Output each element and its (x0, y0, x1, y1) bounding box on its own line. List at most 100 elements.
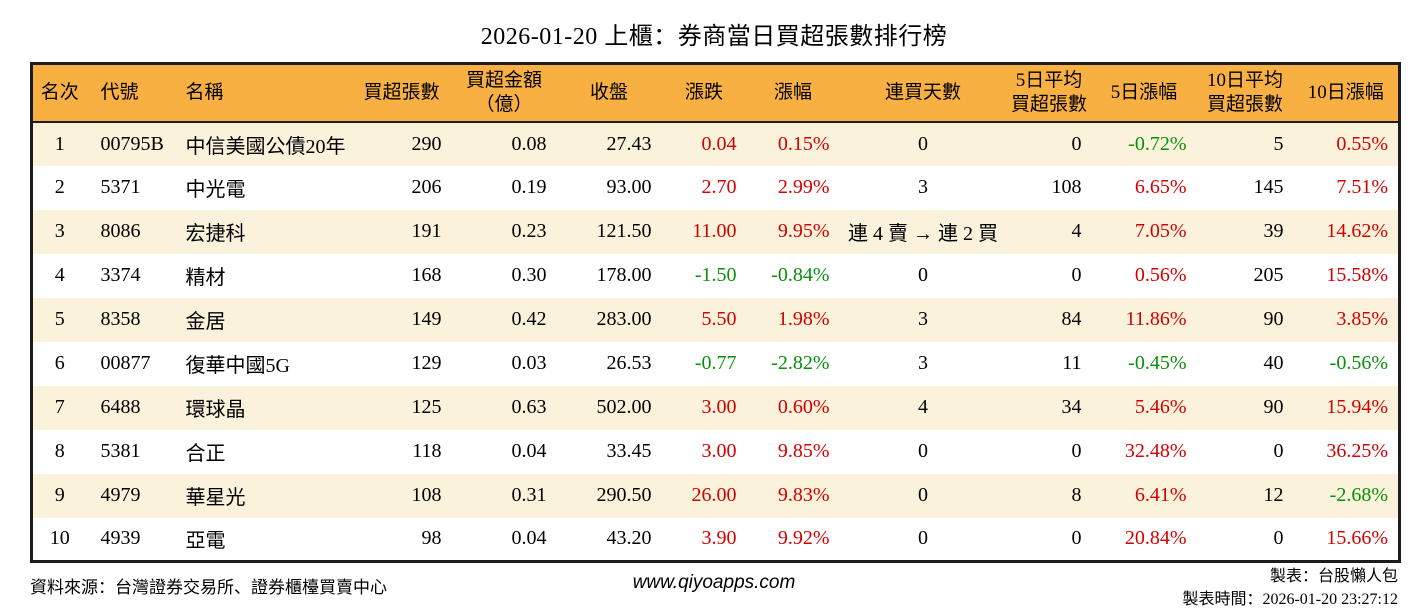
cell-shares: 149 (411, 308, 442, 330)
cell-amount: 0.04 (511, 527, 547, 550)
cell-change_pct: -2.82% (771, 352, 830, 374)
cell-pct5: 0.56% (1134, 264, 1187, 286)
col-header-name: 名稱 (171, 63, 352, 123)
table-row: 5 8358 金居 149 0.42 283.00 5.50 1.98% 3 84 11.86% 90… (31, 297, 1400, 342)
cell-streak: 連 4 賣 → 連 2 買 (848, 223, 998, 245)
cell-name: 亞電 (185, 530, 226, 553)
cell-name: 中信美國公債20年 (185, 135, 346, 158)
cell-close: 27.43 (606, 132, 652, 155)
cell-change: 5.50 (701, 308, 737, 330)
cell-avg5: 0 (1071, 440, 1082, 462)
cell-avg5: 0 (1071, 264, 1082, 286)
cell-streak: 0 (918, 527, 928, 550)
cell-change_pct: -0.84% (771, 264, 830, 286)
cell-code: 5371 (100, 176, 141, 198)
cell-streak: 3 (918, 308, 928, 330)
table-row: 1 00795B 中信美國公債20年 290 0.08 27.43 0.04 0.15% 0 0 -… (31, 121, 1400, 166)
cell-pct10: 7.51% (1336, 176, 1388, 198)
cell-code: 00795B (100, 132, 164, 155)
table-row: 8 5381 合正 118 0.04 33.45 3.00 9.85% 0 0 32.48% 0 36.… (31, 429, 1400, 474)
cell-avg5: 84 (1061, 308, 1082, 330)
cell-streak: 4 (918, 396, 928, 418)
cell-close: 121.50 (596, 220, 652, 242)
cell-change_pct: 0.60% (777, 396, 830, 418)
cell-code: 6488 (100, 396, 141, 418)
cell-close: 43.20 (606, 527, 652, 550)
cell-avg10: 0 (1273, 440, 1284, 462)
cell-avg5: 0 (1071, 527, 1082, 550)
cell-code: 3374 (100, 264, 141, 286)
cell-avg5: 34 (1061, 396, 1082, 418)
cell-pct10: 15.66% (1326, 527, 1388, 550)
cell-change_pct: 2.99% (777, 176, 830, 198)
ranking-table: 名次 代號 名稱 買超張數 買超金額 （億） 收盤 漲跌 漲幅 連買天數 5日平均 買超張數 5日漲… (30, 62, 1401, 563)
col-header-pct5: 5日漲幅 (1091, 63, 1197, 123)
header-row: 名次 代號 名稱 買超張數 買超金額 （億） 收盤 漲跌 漲幅 連買天數 5日平均 買超張數 5日漲… (31, 63, 1400, 123)
cell-rank: 9 (54, 484, 65, 506)
cell-pct10: 3.85% (1336, 308, 1388, 330)
cell-streak: 0 (918, 440, 928, 462)
cell-pct10: 14.62% (1326, 220, 1388, 242)
cell-change: 3.90 (701, 527, 737, 550)
col-header-streak: 連買天數 (839, 63, 1007, 123)
cell-change_pct: 9.83% (777, 484, 830, 506)
table-row: 4 3374 精材 168 0.30 178.00 -1.50 -0.84% 0 0 0.56% 20… (31, 253, 1400, 298)
cell-change_pct: 9.92% (777, 527, 830, 550)
col-header-amount: 買超金額 （億） (451, 63, 557, 123)
cell-change_pct: 9.95% (777, 220, 830, 242)
col-header-pct10: 10日漲幅 (1293, 63, 1400, 123)
cell-rank: 10 (49, 527, 70, 550)
cell-shares: 118 (412, 440, 442, 462)
cell-avg10: 90 (1263, 396, 1284, 418)
cell-code: 4939 (100, 527, 141, 550)
cell-amount: 0.63 (511, 396, 547, 418)
cell-change: -0.77 (694, 352, 737, 374)
made-time: 製表時間：2026-01-20 23:27:12 (1182, 591, 1398, 608)
cell-change: 11.00 (692, 220, 737, 242)
cell-pct10: 15.94% (1326, 396, 1388, 418)
cell-avg10: 205 (1253, 264, 1284, 286)
cell-name: 中光電 (185, 179, 246, 201)
cell-amount: 0.04 (511, 440, 547, 462)
cell-rank: 4 (54, 264, 65, 286)
col-header-avg5: 5日平均 買超張數 (1006, 63, 1092, 123)
cell-rank: 6 (54, 352, 65, 374)
cell-pct10: 0.55% (1336, 132, 1388, 155)
cell-amount: 0.42 (511, 308, 547, 330)
table-row: 2 5371 中光電 206 0.19 93.00 2.70 2.99% 3 108 6.65% 14… (31, 165, 1400, 210)
cell-pct5: 5.46% (1134, 396, 1187, 418)
cell-shares: 125 (411, 396, 442, 418)
cell-rank: 8 (54, 440, 65, 462)
cell-avg10: 39 (1263, 220, 1284, 242)
cell-pct5: 6.65% (1134, 176, 1187, 198)
cell-shares: 108 (411, 484, 442, 506)
table-row: 7 6488 環球晶 125 0.63 502.00 3.00 0.60% 4 34 5.46% 90… (31, 385, 1400, 430)
cell-avg5: 0 (1071, 132, 1082, 155)
cell-pct10: -0.56% (1329, 352, 1388, 374)
table-row: 6 00877 復華中國5G 129 0.03 26.53 -0.77 -2.82% 3 11 -0… (31, 341, 1400, 386)
cell-rank: 3 (54, 220, 65, 242)
cell-streak: 3 (918, 352, 928, 374)
website-url: www.qiyoapps.com (632, 572, 796, 593)
col-header-change: 漲跌 (661, 63, 747, 123)
cell-change: 3.00 (701, 440, 737, 462)
cell-name: 復華中國5G (185, 355, 290, 377)
cell-pct5: 11.86% (1125, 308, 1187, 330)
cell-name: 合正 (185, 443, 226, 465)
cell-avg10: 145 (1253, 176, 1284, 198)
cell-pct5: 20.84% (1124, 527, 1187, 550)
cell-change: -1.50 (694, 264, 737, 286)
cell-shares: 191 (411, 220, 442, 242)
cell-code: 8086 (100, 220, 141, 242)
cell-avg10: 40 (1263, 352, 1284, 374)
cell-shares: 129 (411, 352, 442, 374)
cell-close: 290.50 (596, 484, 652, 506)
cell-avg5: 8 (1071, 484, 1082, 506)
cell-avg5: 11 (1062, 352, 1082, 374)
cell-close: 178.00 (596, 264, 652, 286)
cell-amount: 0.31 (511, 484, 547, 506)
cell-name: 精材 (185, 267, 226, 289)
data-source: 資料來源：台灣證券交易所、證券櫃檯買賣中心 (30, 578, 387, 597)
cell-pct5: 6.41% (1134, 484, 1187, 506)
cell-streak: 0 (918, 484, 928, 506)
